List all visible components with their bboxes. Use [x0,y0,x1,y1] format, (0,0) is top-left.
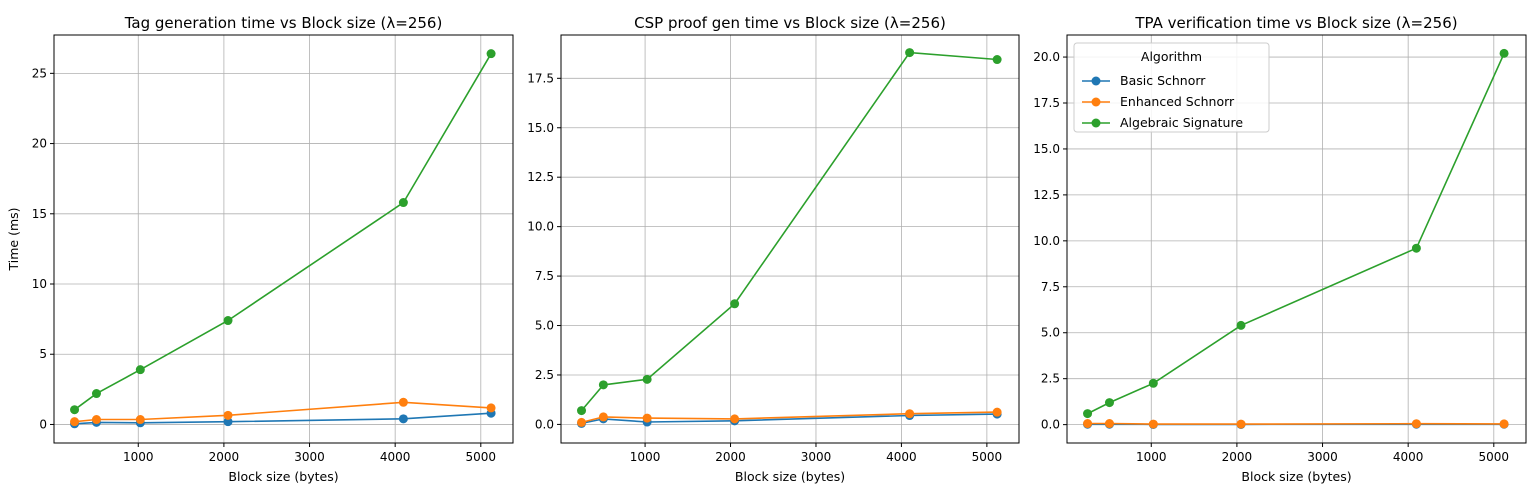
x-tick-label: 5000 [466,450,497,464]
chart-title: Tag generation time vs Block size (λ=256… [124,14,443,32]
x-tick-label: 3000 [1307,450,1338,464]
data-point-algebraic-signature [70,405,79,414]
y-tick-label: 20 [32,137,47,151]
x-tick-label: 2000 [209,450,240,464]
data-point-enhanced-schnorr [224,411,233,420]
x-axis-label: Block size (bytes) [735,469,845,484]
data-point-enhanced-schnorr [905,409,914,418]
data-point-algebraic-signature [599,380,608,389]
x-tick-label: 5000 [972,450,1003,464]
data-point-enhanced-schnorr [1500,419,1509,428]
data-point-algebraic-signature [1149,379,1158,388]
data-point-enhanced-schnorr [136,415,145,424]
data-point-enhanced-schnorr [70,417,79,426]
y-tick-label: 12.5 [1033,188,1060,202]
x-tick-label: 2000 [1222,450,1253,464]
chart-title: TPA verification time vs Block size (λ=2… [1134,14,1457,32]
data-point-enhanced-schnorr [1105,419,1114,428]
data-point-algebraic-signature [487,49,496,58]
x-tick-label: 1000 [1136,450,1167,464]
data-point-enhanced-schnorr [577,418,586,427]
x-tick-label: 1000 [123,450,154,464]
data-point-enhanced-schnorr [643,414,652,423]
data-point-algebraic-signature [1412,244,1421,253]
data-point-enhanced-schnorr [1237,420,1246,429]
x-tick-label: 1000 [630,450,661,464]
series-line-algebraic-signature [582,53,998,411]
data-point-algebraic-signature [1083,409,1092,418]
data-point-algebraic-signature [1105,398,1114,407]
data-point-enhanced-schnorr [730,414,739,423]
axes-frame [54,35,513,443]
y-tick-label: 20.0 [1033,50,1060,64]
legend-swatch-marker [1092,119,1101,128]
data-point-enhanced-schnorr [993,408,1002,417]
y-tick-label: 5.0 [535,319,554,333]
x-axis-label: Block size (bytes) [228,469,338,484]
data-point-enhanced-schnorr [1149,420,1158,429]
data-point-algebraic-signature [577,406,586,415]
data-point-algebraic-signature [643,375,652,384]
y-tick-label: 15.0 [527,121,554,135]
data-point-algebraic-signature [399,198,408,207]
y-tick-label: 17.5 [1033,96,1060,110]
x-tick-label: 4000 [1393,450,1424,464]
y-tick-label: 15 [32,207,47,221]
y-tick-label: 2.5 [1041,372,1060,386]
chart-title: CSP proof gen time vs Block size (λ=256) [634,14,946,32]
y-tick-label: 7.5 [535,269,554,283]
y-tick-label: 15.0 [1033,142,1060,156]
y-tick-label: 17.5 [527,71,554,85]
data-point-algebraic-signature [1237,321,1246,330]
y-tick-label: 7.5 [1041,280,1060,294]
y-tick-label: 2.5 [535,368,554,382]
chart-panel-3: 1000 2000 3000 4000 5000 0.0 2.5 5.0 7.5 10.0 12.5… [1033,14,1526,484]
data-point-enhanced-schnorr [599,412,608,421]
y-tick-label: 5 [39,347,47,361]
x-tick-label: 5000 [1479,450,1510,464]
data-point-algebraic-signature [92,389,101,398]
data-point-algebraic-signature [1500,49,1509,58]
y-tick-label: 0.0 [1041,418,1060,432]
series-line-algebraic-signature [75,54,492,410]
data-point-basic-schnorr [399,414,408,423]
y-tick-label: 5.0 [1041,326,1060,340]
y-tick-label: 10 [32,277,47,291]
chart-panel-1: 1000 2000 3000 4000 5000 0 5 10 15 20 25 Tag genera… [6,14,513,484]
y-axis-label: Time (ms) [6,207,21,271]
data-point-algebraic-signature [993,55,1002,64]
y-tick-label: 25 [32,66,47,80]
legend-entry-label: Algebraic Signature [1120,115,1243,130]
x-tick-label: 2000 [715,450,746,464]
y-tick-label: 0.0 [535,417,554,431]
y-tick-label: 12.5 [527,170,554,184]
y-tick-label: 10.0 [527,220,554,234]
chart-panel-2: 1000 2000 3000 4000 5000 0.0 2.5 5.0 7.5 10.0 12.5… [527,14,1019,484]
x-tick-label: 3000 [294,450,325,464]
y-tick-label: 0 [39,417,47,431]
data-point-enhanced-schnorr [487,403,496,412]
data-point-enhanced-schnorr [399,398,408,407]
data-point-algebraic-signature [224,316,233,325]
legend-swatch-marker [1092,77,1101,86]
legend-title: Algorithm [1141,49,1202,64]
y-tick-label: 10.0 [1033,234,1060,248]
data-point-enhanced-schnorr [92,415,101,424]
data-point-algebraic-signature [730,299,739,308]
data-point-enhanced-schnorr [1083,419,1092,428]
legend-entry-label: Enhanced Schnorr [1120,94,1235,109]
x-tick-label: 3000 [801,450,832,464]
x-tick-label: 4000 [886,450,917,464]
data-point-enhanced-schnorr [1412,419,1421,428]
x-axis-label: Block size (bytes) [1241,469,1351,484]
data-point-algebraic-signature [905,48,914,57]
x-tick-label: 4000 [380,450,411,464]
legend-entry-label: Basic Schnorr [1120,73,1206,88]
legend-swatch-marker [1092,98,1101,107]
data-point-algebraic-signature [136,365,145,374]
